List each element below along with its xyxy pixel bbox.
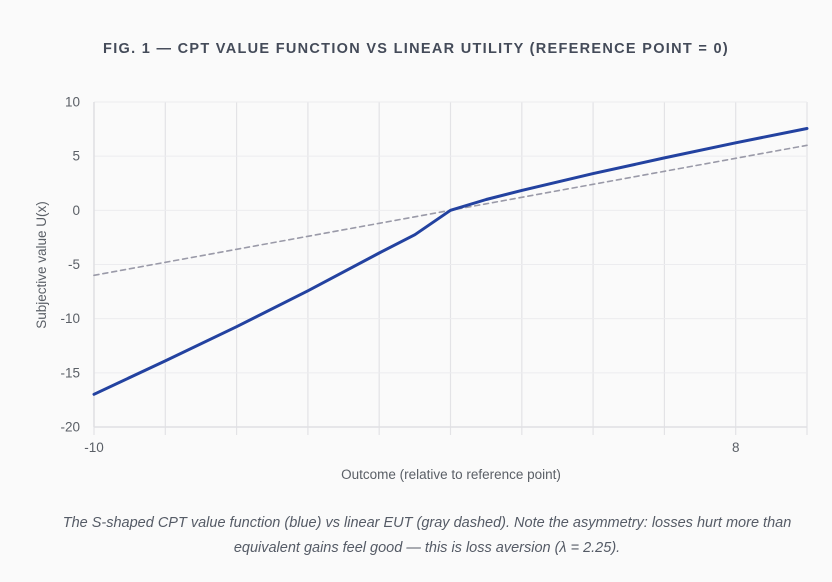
cpt-value-line	[92, 127, 809, 396]
y-tick-label: 10	[65, 95, 80, 110]
y-tick-label: 0	[72, 203, 80, 218]
x-tick-label: -10	[84, 440, 104, 455]
series-group	[92, 127, 809, 396]
axes	[93, 102, 807, 428]
figure-caption: The S-shaped CPT value function (blue) v…	[62, 515, 792, 556]
y-axis-label: Subjective value U(x)	[34, 201, 49, 329]
y-tick-label: -10	[60, 311, 80, 326]
y-tick-label: -5	[68, 257, 80, 272]
y-tick-label: -15	[60, 365, 80, 380]
chart-title: FIG. 1 — CPT VALUE FUNCTION VS LINEAR UT…	[103, 41, 729, 57]
x-tick-label: 8	[732, 440, 740, 455]
y-tick-label: -20	[60, 420, 80, 435]
grid	[93, 101, 808, 435]
x-axis-label: Outcome (relative to reference point)	[341, 467, 561, 482]
chart-svg: 10 5 0 -5 -10 -15 -20 -10 8 Outcome (relative to…	[34, 95, 809, 482]
tick-labels: 10 5 0 -5 -10 -15 -20 -10 8	[60, 95, 739, 456]
y-tick-label: 5	[72, 149, 80, 164]
